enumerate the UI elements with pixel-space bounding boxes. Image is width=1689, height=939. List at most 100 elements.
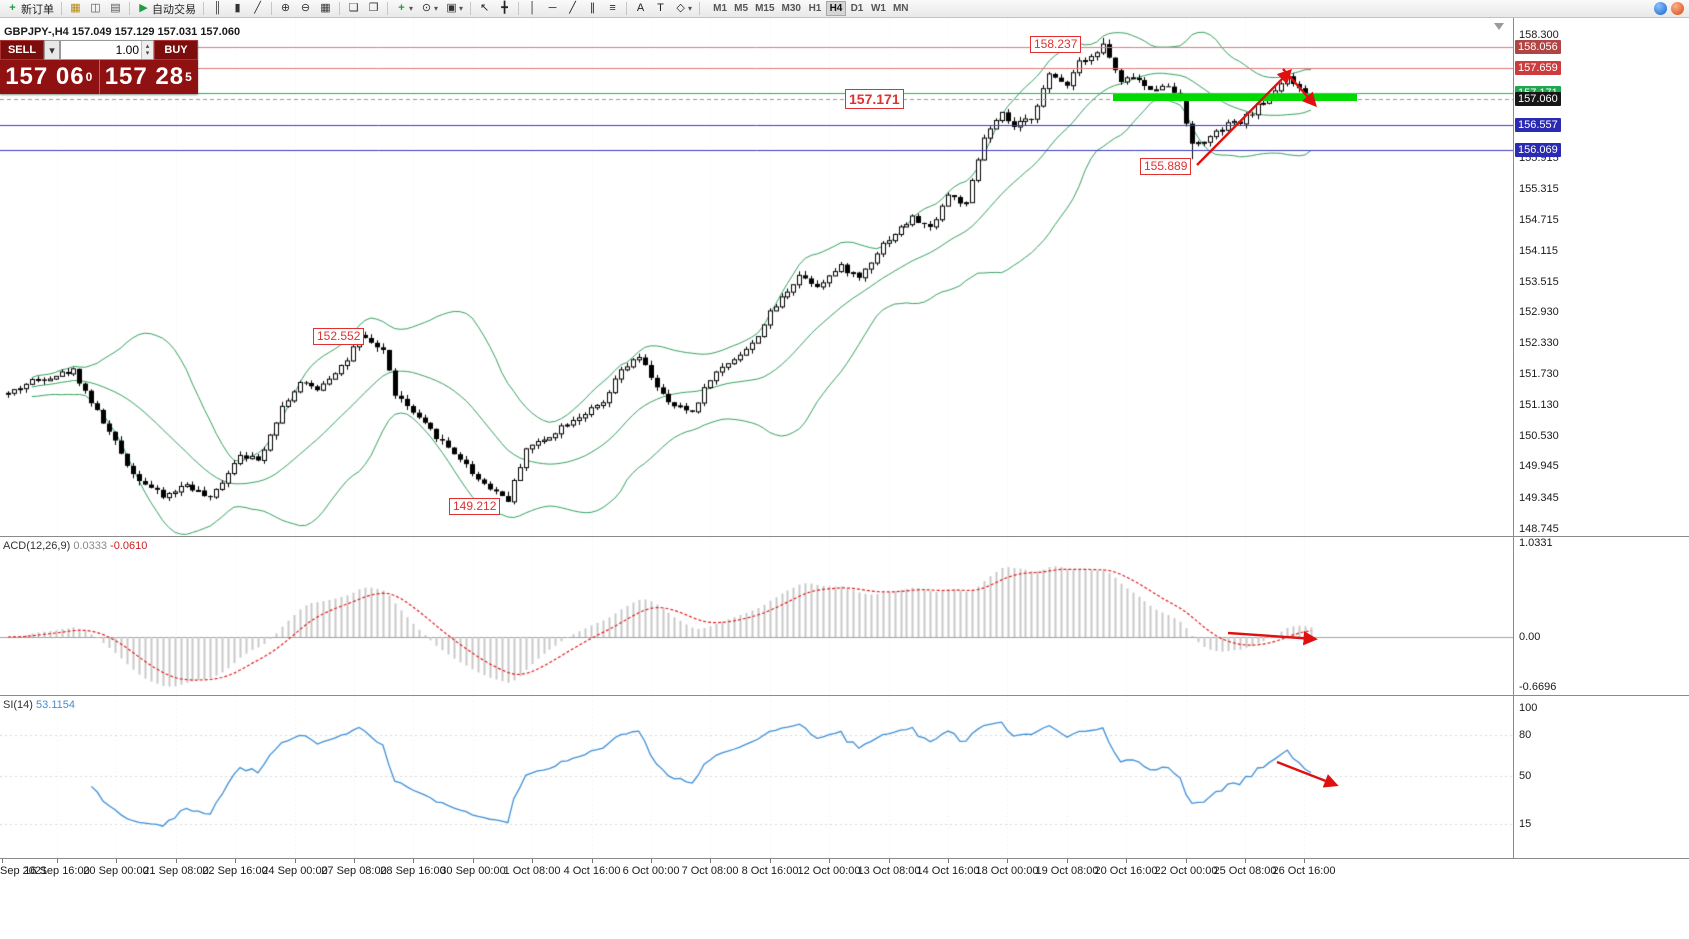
price-tick: 148.745: [1519, 522, 1559, 535]
channel-button[interactable]: ∥: [583, 1, 602, 17]
label-button[interactable]: T: [651, 1, 670, 17]
crosshair-icon: ╋: [501, 2, 508, 14]
timeframe-h4[interactable]: H4: [825, 1, 846, 16]
time-label: 12 Oct 00:00: [797, 865, 861, 877]
zoom-out-button[interactable]: ⊖: [296, 1, 315, 17]
terminal-button[interactable]: ▤: [106, 1, 125, 17]
tile-windows-button[interactable]: ❏: [344, 1, 363, 17]
price-tick: 153.515: [1519, 275, 1559, 288]
time-label: 22 Oct 00:00: [1154, 865, 1218, 877]
main-chart-panel[interactable]: GBPJPY-,H4 157.049 157.129 157.031 157.0…: [0, 18, 1689, 536]
order-type-dropdown[interactable]: ▾: [44, 40, 60, 60]
timeframe-w1[interactable]: W1: [870, 3, 886, 14]
time-label: 20 Sep 00:00: [83, 865, 149, 877]
time-tick: [1126, 859, 1127, 863]
indicators-button[interactable]: + ▾: [392, 1, 416, 17]
grid-button[interactable]: ▦: [316, 1, 335, 17]
bar-chart-button[interactable]: ║: [208, 1, 227, 17]
price-tick: 152.930: [1519, 306, 1559, 319]
charts-button[interactable]: ▦: [66, 1, 85, 17]
line-chart-button[interactable]: ╱: [248, 1, 267, 17]
timeframe-m5[interactable]: M5: [734, 3, 749, 14]
buy-price-main: 157 28: [104, 63, 185, 90]
zoom-out-icon: ⊖: [300, 2, 311, 14]
spin-down-icon[interactable]: ▾: [145, 50, 150, 57]
toolbar-separator: [387, 2, 388, 15]
templates-button[interactable]: ▣ ▾: [442, 1, 466, 17]
trendline-button[interactable]: ╱: [563, 1, 582, 17]
macd-axis[interactable]: 1.0331 0.00 -0.6696: [1513, 537, 1689, 695]
price-tick: 154.715: [1519, 213, 1559, 226]
price-tick: 149.345: [1519, 491, 1559, 504]
time-label: 7 Oct 08:00: [681, 865, 739, 877]
zoom-in-button[interactable]: ⊕: [276, 1, 295, 17]
chevron-down-icon: ▾: [409, 4, 414, 13]
toolbar-separator: [339, 2, 340, 15]
candle-chart-button[interactable]: ▮: [228, 1, 247, 17]
fibonacci-button[interactable]: ≡: [603, 1, 622, 17]
sell-price[interactable]: 157 06 0: [0, 60, 99, 94]
crosshair-button[interactable]: ╋: [495, 1, 514, 17]
chart-shift-marker[interactable]: [1494, 23, 1504, 30]
time-tick: [1186, 859, 1187, 863]
rsi-axis-label: 50: [1519, 770, 1532, 782]
time-tick: [1067, 859, 1068, 863]
shapes-button[interactable]: ◇ ▾: [671, 1, 695, 17]
rsi-name: SI(14): [3, 699, 33, 711]
text-button[interactable]: A: [631, 1, 650, 17]
price-tick: 152.330: [1519, 337, 1559, 350]
price-axis[interactable]: 158.300 155.915 155.315 154.715 154.115 153.5…: [1513, 18, 1689, 536]
macd-canvas[interactable]: [0, 537, 1513, 695]
timeframe-m1[interactable]: M1: [713, 3, 728, 14]
toolbar-separator: [129, 2, 130, 15]
sell-price-main: 157 06: [5, 63, 85, 90]
price-tick: 149.945: [1519, 460, 1559, 473]
time-label: 25 Oct 08:00: [1213, 865, 1277, 877]
profiles-button[interactable]: ◫: [86, 1, 105, 17]
rsi-value: 53.1154: [36, 699, 75, 711]
buy-price[interactable]: 157 28 5: [98, 60, 199, 94]
bar-chart-icon: ║: [213, 2, 222, 14]
price-line-label: 158.056: [1515, 40, 1561, 55]
trendline-icon: ╱: [569, 2, 576, 14]
rsi-axis[interactable]: 100 80 50 15: [1513, 696, 1689, 858]
cursor-button[interactable]: ↖: [475, 1, 494, 17]
macd-panel[interactable]: ACD(12,26,9) 0.0333 -0.0610 1.0331 0.00 -0…: [0, 536, 1689, 695]
cursor-icon: ↖: [479, 2, 490, 14]
toolbar-separator: [626, 2, 628, 15]
spin-up-icon[interactable]: ▴: [145, 43, 150, 50]
macd-value-signal: -0.0610: [110, 540, 148, 552]
vertical-line-button[interactable]: │: [523, 1, 542, 17]
macd-axis-label: -0.6696: [1519, 681, 1557, 693]
timeframe-h1[interactable]: H1: [808, 3, 822, 14]
volume-input[interactable]: [61, 41, 141, 59]
price-tick: 151.730: [1519, 368, 1559, 381]
time-tick: [57, 859, 58, 863]
red-ball-icon[interactable]: [1671, 2, 1684, 15]
price-annotation: 157.171: [845, 89, 904, 109]
cascade-windows-button[interactable]: ❐: [364, 1, 383, 17]
channel-icon: ∥: [589, 2, 596, 14]
auto-trading-button[interactable]: ▶ 自动交易: [134, 1, 199, 17]
horizontal-line-button[interactable]: ─: [543, 1, 562, 17]
label-icon: T: [657, 2, 664, 14]
timeframe-m30[interactable]: M30: [781, 3, 801, 14]
volume-stepper[interactable]: ▴ ▾: [141, 41, 153, 59]
blue-ball-icon[interactable]: [1654, 2, 1667, 15]
toolbar-separator: [699, 2, 701, 15]
rsi-canvas[interactable]: [0, 696, 1513, 858]
macd-name: ACD(12,26,9): [3, 540, 71, 552]
periods-button[interactable]: ⊙ ▾: [417, 1, 441, 17]
time-axis[interactable]: Sep 2021 16 Sep 16:00 20 Sep 00:00 21 Sep 0…: [0, 858, 1689, 882]
new-order-button[interactable]: + 新订单: [3, 1, 57, 17]
time-tick: [2, 859, 3, 863]
rsi-panel[interactable]: SI(14) 53.1154 100 80 50 15: [0, 695, 1689, 858]
time-label: 18 Oct 00:00: [975, 865, 1039, 877]
timeframe-d1[interactable]: D1: [850, 3, 864, 14]
buy-button[interactable]: BUY: [154, 40, 198, 60]
time-label: 27 Sep 08:00: [321, 865, 387, 877]
timeframe-m15[interactable]: M15: [755, 3, 775, 14]
time-tick: [532, 859, 533, 863]
timeframe-mn[interactable]: MN: [892, 3, 909, 14]
sell-button[interactable]: SELL: [0, 40, 44, 60]
